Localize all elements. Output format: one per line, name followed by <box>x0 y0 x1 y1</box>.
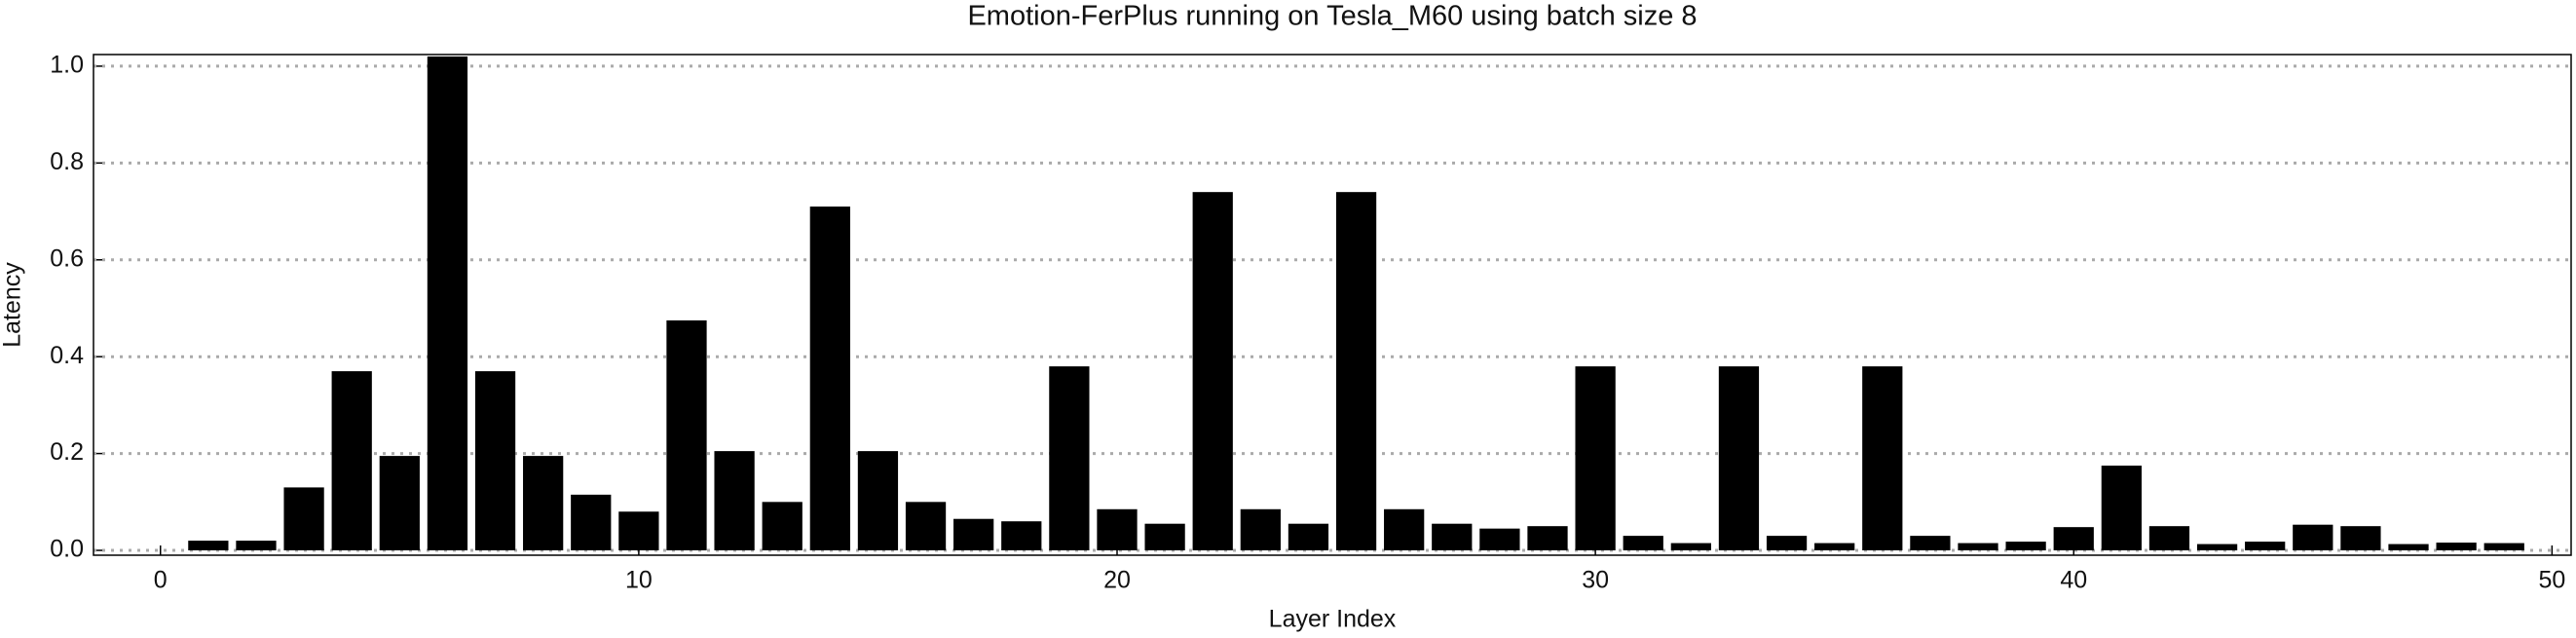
x-tick-label: 30 <box>1582 567 1609 594</box>
bar <box>1432 523 1473 551</box>
bar <box>283 487 324 551</box>
bar <box>1384 508 1425 551</box>
bar <box>2196 544 2238 551</box>
x-tick-label: 50 <box>2538 567 2565 594</box>
bar <box>1097 508 1138 551</box>
bar <box>1814 543 1855 551</box>
bar <box>666 319 707 551</box>
y-tick-label: 0.6 <box>50 244 84 272</box>
bar <box>1001 521 1042 551</box>
bar <box>1527 526 1568 551</box>
bar <box>474 371 516 551</box>
bar <box>714 451 755 551</box>
bar <box>2293 524 2333 551</box>
bar <box>523 456 564 551</box>
y-tick-label: 0.0 <box>50 536 84 563</box>
y-tick-label: 0.4 <box>50 342 84 369</box>
x-tick-label: 10 <box>625 567 653 594</box>
bar <box>1718 366 1760 551</box>
x-tick-label: 40 <box>2060 567 2087 594</box>
x-tick-label: 0 <box>154 567 168 594</box>
bar <box>379 456 420 551</box>
bar <box>2483 543 2524 551</box>
bar <box>331 371 372 551</box>
plot-frame <box>93 54 2572 556</box>
bar <box>1049 366 1090 551</box>
bar <box>2005 542 2046 551</box>
bar <box>1335 192 1377 551</box>
bar <box>188 541 229 551</box>
bar <box>1240 508 1281 551</box>
bar <box>1958 543 1998 551</box>
bar <box>571 494 612 551</box>
bar <box>2101 466 2142 551</box>
bar <box>2053 527 2094 551</box>
bar <box>1910 536 1951 551</box>
bar <box>1192 192 1233 551</box>
bar <box>618 511 659 551</box>
bar <box>1862 366 1903 551</box>
bar <box>2245 542 2286 551</box>
x-axis-label: Layer Index <box>1269 606 1397 633</box>
y-tick-label: 1.0 <box>50 52 84 79</box>
bar <box>427 56 468 551</box>
bar <box>1288 523 1329 551</box>
bar <box>953 518 994 551</box>
bar <box>1623 536 1663 551</box>
bar <box>236 541 277 551</box>
x-tick-label: 20 <box>1103 567 1131 594</box>
y-axis-label: Latency <box>0 262 26 348</box>
bar <box>1575 366 1616 551</box>
bar <box>762 502 803 551</box>
bar <box>1766 536 1808 551</box>
bar <box>2388 544 2429 551</box>
bar <box>1144 523 1185 551</box>
chart-title: Emotion-FerPlus running on Tesla_M60 usi… <box>967 1 1697 32</box>
bar <box>1670 543 1711 551</box>
bar <box>905 502 947 551</box>
y-tick-label: 0.2 <box>50 438 84 466</box>
y-tick-label: 0.8 <box>50 148 84 175</box>
bar <box>2148 526 2190 551</box>
bar <box>2340 526 2381 551</box>
bar <box>2436 543 2477 551</box>
bar <box>857 451 899 551</box>
bar <box>809 206 850 551</box>
bar <box>1479 528 1520 551</box>
